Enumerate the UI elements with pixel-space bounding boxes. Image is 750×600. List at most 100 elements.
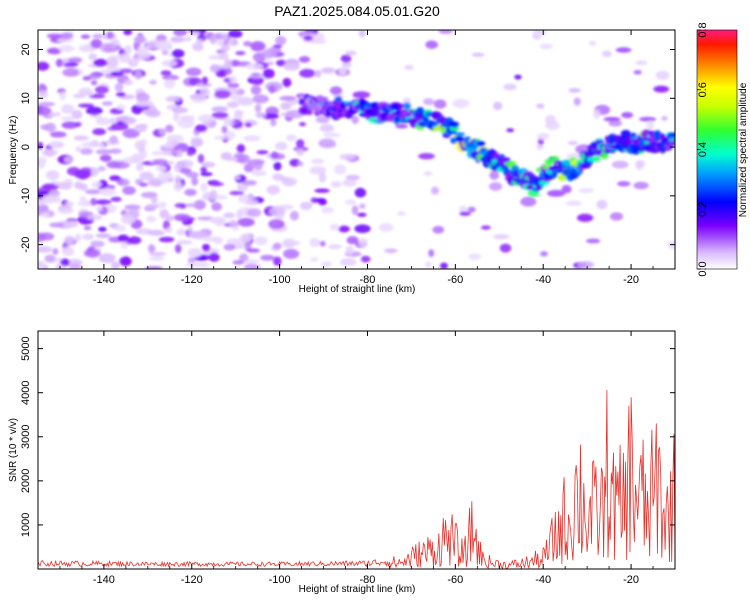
spectrogram-cell [635, 160, 646, 168]
spectrogram-cell [119, 53, 131, 63]
spectrogram-cell [95, 233, 112, 239]
spectrogram-cell [270, 151, 279, 160]
spectrogram-cell [74, 121, 82, 128]
spectrogram-ridge-cell [403, 102, 411, 110]
spectrogram-cell [611, 160, 629, 169]
spectrogram-cell [514, 74, 522, 80]
spectrogram-cell [233, 175, 241, 180]
spectrogram-cell [134, 70, 142, 80]
spectrogram-cell [127, 236, 142, 245]
spectrogram-cell [166, 134, 184, 143]
spectrogram-cell [135, 92, 150, 103]
snr-y-tick-label: 3000 [20, 425, 32, 449]
spectrogram-cell [356, 212, 367, 217]
spectrogram-y-tick-label: 20 [20, 43, 32, 55]
spectrogram-cell [245, 63, 263, 70]
spectrogram-cell [319, 141, 337, 149]
spectrogram-cell [493, 101, 503, 111]
spectrogram-cell [220, 45, 230, 52]
spectrogram-cell [135, 100, 154, 107]
spectrogram-cell [243, 163, 254, 173]
spectrogram-ridge-cell [649, 148, 660, 154]
spectrogram-cell [232, 260, 245, 265]
spectrogram-cell [216, 38, 224, 46]
spectrogram-cell [493, 234, 510, 240]
colorbar-ticks: 0.0 0.2 0.4 0.6 0.8 [697, 22, 709, 277]
spectrogram-cell [237, 182, 248, 192]
spectrogram-cell [218, 52, 229, 61]
spectrogram-cell [193, 199, 206, 210]
snr-series-line [38, 390, 675, 569]
spectrogram-cell [633, 70, 642, 75]
spectrogram-cell [250, 41, 266, 52]
spectrogram-cell [547, 189, 566, 197]
spectrogram-cell [99, 69, 111, 74]
spectrogram-cell [352, 91, 371, 99]
snr-x-tick-label: -100 [269, 574, 291, 586]
spectrogram-cell [345, 174, 361, 181]
spectrogram-x-tick-label: -80 [360, 274, 376, 286]
spectrogram-cell [56, 37, 74, 43]
spectrogram-cell [54, 181, 72, 187]
spectrogram-cell [299, 68, 316, 78]
spectrogram-cell [95, 206, 103, 211]
snr-x-tick-label: -40 [535, 574, 551, 586]
spectrogram-cell [230, 93, 242, 102]
spectrogram-cell [200, 182, 208, 192]
spectrogram-cell [214, 135, 230, 140]
spectrogram-cell [615, 47, 632, 53]
spectrogram-cell [161, 59, 178, 67]
spectrogram-cell [338, 225, 350, 233]
spectrogram-cell [147, 243, 155, 254]
spectrogram-cell [576, 213, 594, 222]
spectrogram-cell [158, 171, 174, 180]
spectrogram-cell [273, 256, 282, 266]
spectrogram-cell [38, 83, 46, 92]
colorbar-tick-label: 0.4 [697, 142, 709, 157]
colorbar-tick-label: 0.8 [697, 22, 709, 37]
spectrogram-cell [91, 181, 102, 188]
spectrogram-cell [174, 244, 182, 254]
spectrogram-cell [220, 152, 232, 161]
spectrogram-cell [309, 166, 327, 175]
spectrogram-cell [243, 259, 260, 265]
spectrogram-cell [272, 44, 283, 49]
spectrogram-cell [351, 205, 359, 215]
spectrogram-cell [303, 35, 313, 41]
spectrogram-cell [235, 239, 246, 249]
spectrogram-cell [354, 224, 371, 233]
spectrogram-cell [179, 167, 192, 174]
spectrogram-cell [163, 79, 176, 89]
spectrogram-cell [38, 232, 46, 242]
spectrogram-cell [247, 159, 265, 165]
spectrogram-cell [256, 150, 269, 155]
spectrogram-cell [162, 74, 180, 81]
spectrogram-cell [149, 256, 165, 261]
spectrogram-cell [635, 60, 648, 66]
spectrogram-cell [229, 190, 245, 196]
spectrogram-cell [246, 248, 260, 253]
spectrogram-cell [298, 56, 311, 63]
spectrogram-cell [536, 132, 550, 140]
spectrogram-cell [318, 198, 327, 206]
spectrogram-cell [61, 246, 75, 256]
spectrogram-cell [621, 112, 634, 119]
spectrogram-ridge-cell [592, 156, 601, 162]
spectrogram-cell [38, 160, 46, 169]
spectrogram-cell [149, 79, 157, 85]
spectrogram-cell [224, 59, 233, 70]
snr-x-tick-label: -80 [360, 574, 376, 586]
spectrogram-cell [578, 188, 594, 193]
spectrogram-cell [109, 117, 118, 124]
spectrogram-cell [232, 119, 241, 125]
spectrogram-cell [71, 109, 83, 120]
spectrogram-cell [208, 252, 220, 262]
spectrogram-cell [260, 254, 275, 261]
spectrogram-cell [242, 180, 257, 186]
spectrogram-cell [77, 200, 95, 207]
spectrogram-cell [346, 236, 359, 245]
spectrogram-cell [467, 206, 476, 213]
spectrogram-cell [395, 123, 408, 129]
spectrogram-cell [314, 70, 322, 78]
